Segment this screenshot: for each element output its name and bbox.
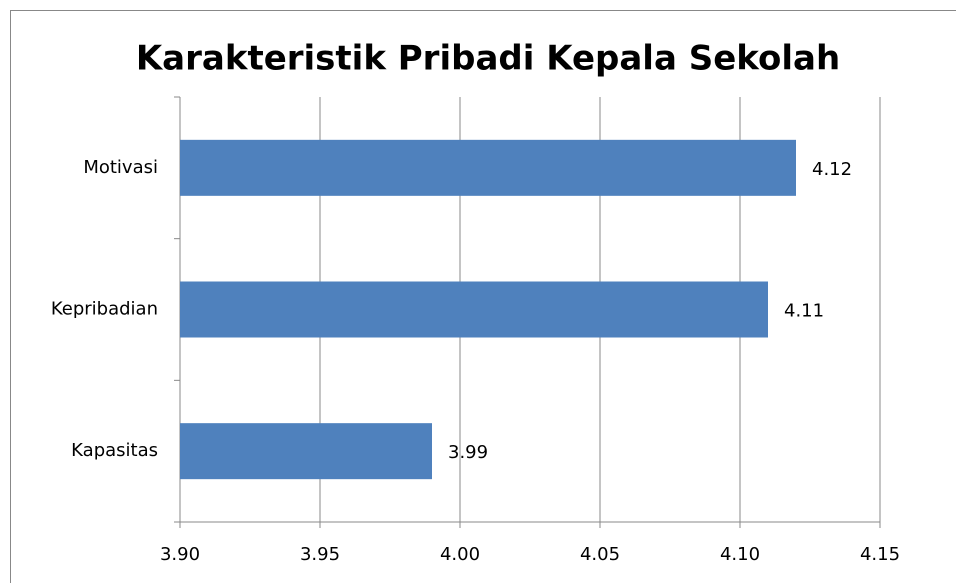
- x-tick-label: 4.15: [860, 544, 900, 565]
- data-label: 4.12: [812, 159, 852, 180]
- bar: [180, 423, 432, 480]
- data-label: 4.11: [784, 301, 824, 322]
- y-tick-label: Motivasi: [83, 157, 158, 178]
- bar: [180, 139, 796, 196]
- x-tick-label: 4.05: [580, 544, 620, 565]
- x-tick-label: 4.10: [720, 544, 760, 565]
- data-label: 3.99: [448, 442, 488, 463]
- bar: [180, 281, 768, 338]
- y-tick-label: Kepribadian: [51, 299, 158, 320]
- y-tick-label: Kapasitas: [71, 440, 158, 461]
- chart-title: Karakteristik Pribadi Kepala Sekolah: [136, 39, 840, 79]
- x-tick-label: 3.95: [300, 544, 340, 565]
- x-tick-label: 4.00: [440, 544, 480, 565]
- x-tick-label: 3.90: [160, 544, 200, 565]
